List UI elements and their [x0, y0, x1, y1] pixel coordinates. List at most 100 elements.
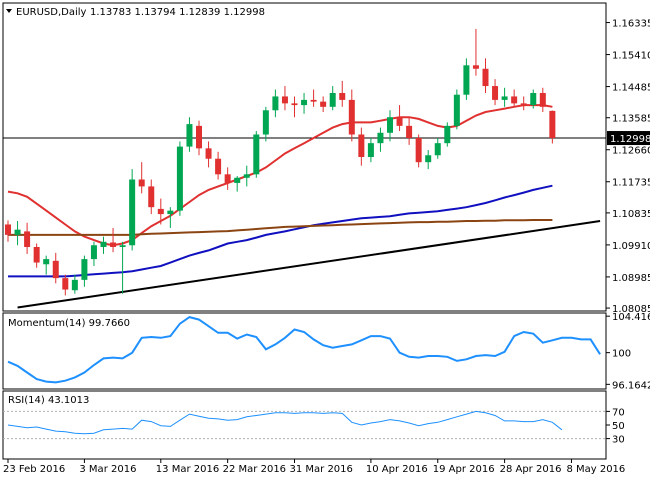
rsi-panel-frame	[2, 390, 607, 460]
current-price-badge	[607, 131, 650, 146]
rsi-tick-label: 50	[612, 421, 625, 432]
x-tick-label: 10 Apr 2016	[366, 464, 428, 475]
candle	[463, 58, 470, 100]
price-plot	[3, 28, 606, 309]
rsi-tick-label: 70	[612, 407, 625, 418]
candle	[501, 87, 508, 107]
price-tick-label: 1.10835	[612, 209, 650, 220]
candle-body	[196, 125, 202, 149]
candle-body	[425, 155, 432, 163]
candle-body	[387, 117, 393, 133]
candle-body	[5, 224, 11, 235]
candle-body	[367, 143, 374, 157]
candle	[281, 86, 288, 111]
price-tick-label: 1.14485	[612, 83, 650, 94]
candle	[119, 241, 126, 294]
candle-body	[301, 99, 308, 106]
price-tick-label: 1.08985	[612, 273, 650, 284]
candle-body	[377, 132, 384, 144]
candle-body	[539, 92, 546, 107]
candle	[453, 89, 460, 130]
candle	[406, 117, 413, 145]
candle-body	[119, 245, 126, 247]
candle-body	[482, 68, 489, 87]
momentum-tick-label: 96.1642	[612, 380, 650, 391]
rsi-plot	[3, 410, 606, 440]
candle	[81, 255, 88, 287]
candle	[157, 198, 164, 225]
candle-body	[463, 65, 470, 95]
candle	[482, 58, 489, 93]
momentum-title: Momentum(14) 99.7660	[8, 318, 130, 329]
candle	[62, 274, 69, 296]
candle	[196, 120, 202, 156]
candle-body	[272, 96, 279, 111]
candle	[71, 274, 78, 294]
price-panel-frame	[2, 2, 607, 312]
candle-body	[110, 242, 117, 247]
candle	[215, 151, 222, 180]
x-tick-label: 22 Mar 2016	[223, 464, 286, 475]
candle-body	[14, 229, 21, 235]
candle-body	[215, 158, 222, 175]
candle-body	[81, 259, 88, 280]
candle	[425, 150, 432, 170]
current-price-label: 1.12998	[610, 134, 650, 145]
candle-body	[176, 146, 183, 211]
x-tick-label: 23 Feb 2016	[3, 464, 65, 475]
candle-body	[472, 65, 479, 69]
candle-body	[329, 92, 336, 107]
momentum-line	[7, 316, 601, 384]
momentum-tick-label: 100	[612, 349, 631, 360]
candle-body	[205, 148, 212, 159]
x-tick-label: 19 Apr 2016	[433, 464, 495, 475]
candle-body	[129, 179, 136, 246]
price-tick-label: 1.08085	[612, 304, 650, 315]
x-tick-label: 28 Apr 2016	[500, 464, 562, 475]
x-tick-label: 31 Mar 2016	[290, 464, 353, 475]
candle-body	[62, 278, 69, 290]
candle	[148, 179, 155, 215]
candle	[234, 176, 241, 192]
price-tick-label: 1.11735	[612, 178, 650, 189]
candle-body	[148, 186, 155, 208]
candle-body	[530, 92, 537, 106]
candle-body	[100, 241, 107, 247]
axes: 1.16335 1.15410 1.14485 1.13585 1.12660 1.117…	[3, 19, 650, 475]
price-tick-label: 1.09910	[612, 241, 650, 252]
candle	[434, 137, 441, 159]
candle-body	[310, 99, 317, 102]
x-tick-label: 13 Mar 2016	[156, 464, 219, 475]
candle-body	[520, 103, 527, 106]
rsi-tick-label: 30	[612, 435, 625, 446]
trendline	[17, 220, 601, 309]
candle-body	[234, 177, 241, 183]
candle	[253, 131, 260, 178]
candle	[444, 122, 451, 147]
momentum-panel-frame	[2, 312, 607, 390]
candle	[348, 89, 355, 142]
candle-body	[157, 208, 164, 215]
candle-body	[320, 101, 327, 107]
candle-body	[444, 125, 451, 144]
candle	[24, 222, 31, 254]
momentum-tick-label: 104.4164	[612, 312, 650, 323]
candle-body	[492, 86, 499, 100]
candle-body	[52, 260, 59, 279]
candle	[186, 117, 193, 152]
candle-body	[511, 96, 518, 104]
rsi-title: RSI(14) 43.1013	[8, 395, 89, 406]
candle-body	[90, 245, 97, 260]
candle	[243, 165, 250, 187]
price-tick-label: 1.16335	[612, 19, 650, 30]
candle	[14, 221, 21, 246]
candle	[272, 89, 279, 118]
candle-body	[33, 246, 40, 263]
candle	[329, 86, 336, 111]
candle	[138, 162, 145, 194]
candle-body	[167, 210, 174, 215]
candle	[5, 220, 11, 242]
candle	[377, 127, 384, 152]
dropdown-triangle-icon	[6, 9, 12, 13]
candle-body	[253, 134, 260, 175]
